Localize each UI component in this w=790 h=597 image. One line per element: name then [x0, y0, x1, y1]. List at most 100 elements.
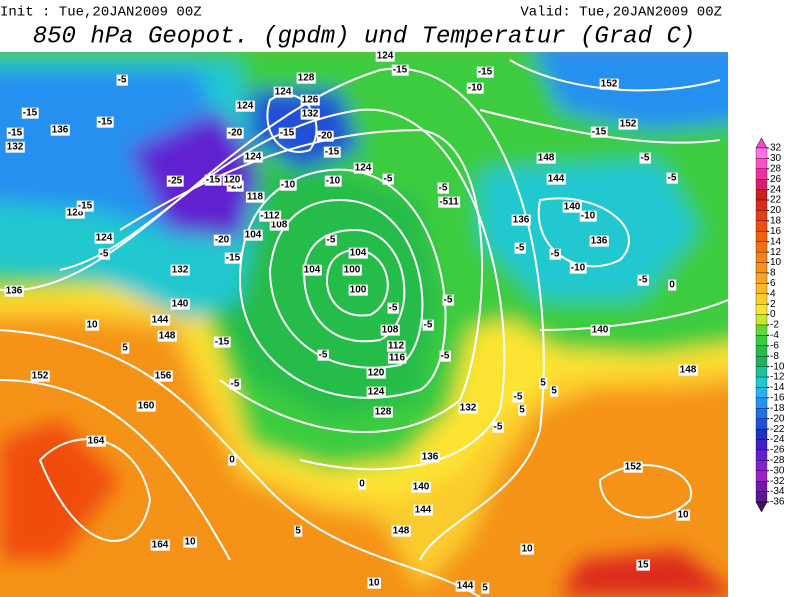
contour-label: -5 — [641, 153, 650, 164]
valid-text: Valid: Tue,20JAN2009 00Z — [520, 5, 722, 21]
colorbar-label: 2 — [770, 299, 776, 310]
label-box — [96, 116, 114, 128]
label-box — [492, 421, 504, 433]
contour-label: -5 — [319, 350, 328, 361]
label-box — [94, 232, 114, 244]
colorbar-label: 6 — [770, 278, 776, 289]
contour-label: 148 — [159, 331, 176, 342]
contour-label: 164 — [152, 540, 169, 551]
colorbar-label: 18 — [770, 216, 782, 227]
contour-label: 148 — [393, 526, 410, 537]
contour-label: 100 — [350, 285, 367, 296]
contour-label: -10 — [468, 83, 483, 94]
contour-label: -10 — [571, 263, 586, 274]
contour-label: 136 — [52, 125, 69, 136]
label-box — [639, 152, 651, 164]
contour-label: 124 — [245, 152, 262, 163]
colorbar-label: 22 — [770, 195, 782, 206]
contour-label: 140 — [413, 482, 430, 493]
label-box — [226, 127, 244, 139]
contour-label: -5 — [551, 249, 560, 260]
colorbar-label: -24 — [770, 434, 785, 445]
colorbar-label: 0 — [770, 309, 776, 320]
label-box — [50, 124, 70, 136]
label-box — [387, 302, 399, 314]
label-box — [536, 152, 556, 164]
contour-label: -15 — [8, 128, 23, 139]
contour-label: 128 — [298, 73, 315, 84]
colorbar-label: -30 — [770, 465, 785, 476]
contour-label: 5 — [551, 386, 557, 397]
label-box — [153, 370, 173, 382]
label-box — [86, 435, 106, 447]
label-box — [599, 78, 619, 90]
colorbar-label: 8 — [770, 268, 776, 279]
colorbar-box — [755, 387, 768, 399]
label-box — [157, 330, 177, 342]
label-box — [569, 262, 587, 274]
label-box — [512, 391, 524, 403]
contour-label: -5 — [516, 243, 525, 254]
contour-label: 118 — [247, 192, 264, 203]
label-box — [373, 406, 393, 418]
label-box — [300, 108, 320, 120]
contour-label: -5 — [639, 275, 648, 286]
colorbar-label: -2 — [770, 320, 779, 331]
contour-label: -5 — [100, 249, 109, 260]
colorbar-box — [755, 293, 768, 305]
label-box — [386, 340, 406, 352]
label-box — [466, 82, 484, 94]
colorbar-label: -6 — [770, 340, 779, 351]
init-text: Init : Tue,20JAN2009 00Z — [0, 5, 202, 21]
colorbar-label: -18 — [770, 403, 785, 414]
contour-label: -5 — [514, 392, 523, 403]
contour-label: -5 — [494, 422, 503, 433]
contour-label: -10 — [326, 176, 341, 187]
colorbar-top — [755, 137, 768, 149]
contour-label: 5 — [122, 343, 128, 354]
contour-label: 0 — [669, 280, 675, 291]
label-box — [278, 127, 296, 139]
label-box — [98, 248, 110, 260]
contour-label: 152 — [625, 462, 642, 473]
colorbar-box — [755, 470, 768, 482]
contour-label: 156 — [155, 371, 172, 382]
contour-label: 5 — [519, 405, 525, 416]
contour-label: 140 — [172, 299, 189, 310]
contour-label: 128 — [375, 407, 392, 418]
contour-label: 5 — [540, 378, 546, 389]
contour-label: 10 — [86, 320, 98, 331]
label-box — [358, 478, 367, 490]
label-box — [666, 172, 678, 184]
label-box — [546, 173, 566, 185]
contour-label: 104 — [304, 265, 321, 276]
contour-label: 136 — [591, 236, 608, 247]
contour-label: -5 — [668, 173, 677, 184]
contour-label: 120 — [368, 368, 385, 379]
label-box — [420, 451, 440, 463]
colorbar-label: 20 — [770, 205, 782, 216]
contour-label: -15 — [226, 253, 241, 264]
contour-label: 124 — [355, 163, 372, 174]
title: 850 hPa Geopot. (gpdm) und Temperatur (G… — [33, 23, 696, 50]
label-box — [520, 543, 534, 555]
label-box — [539, 377, 548, 389]
colorbar-label: -34 — [770, 486, 785, 497]
colorbar-box — [755, 272, 768, 284]
contour-label: 5 — [295, 526, 301, 537]
colorbar-label: 10 — [770, 257, 782, 268]
contour-label: 132 — [302, 109, 319, 120]
label-box — [623, 461, 643, 473]
contour-label: 104 — [350, 248, 367, 259]
colorbar-box — [755, 158, 768, 169]
label-box — [85, 319, 99, 331]
label-box — [562, 201, 582, 213]
colorbar-label: -36 — [770, 497, 785, 508]
contour-label: 124 — [368, 387, 385, 398]
contour-label: 136 — [6, 286, 23, 297]
label-box — [323, 146, 341, 158]
label-box — [387, 352, 407, 364]
contour-label: -25 — [228, 181, 243, 192]
colorbar-box — [755, 449, 768, 461]
contour-label: -5 — [389, 303, 398, 314]
